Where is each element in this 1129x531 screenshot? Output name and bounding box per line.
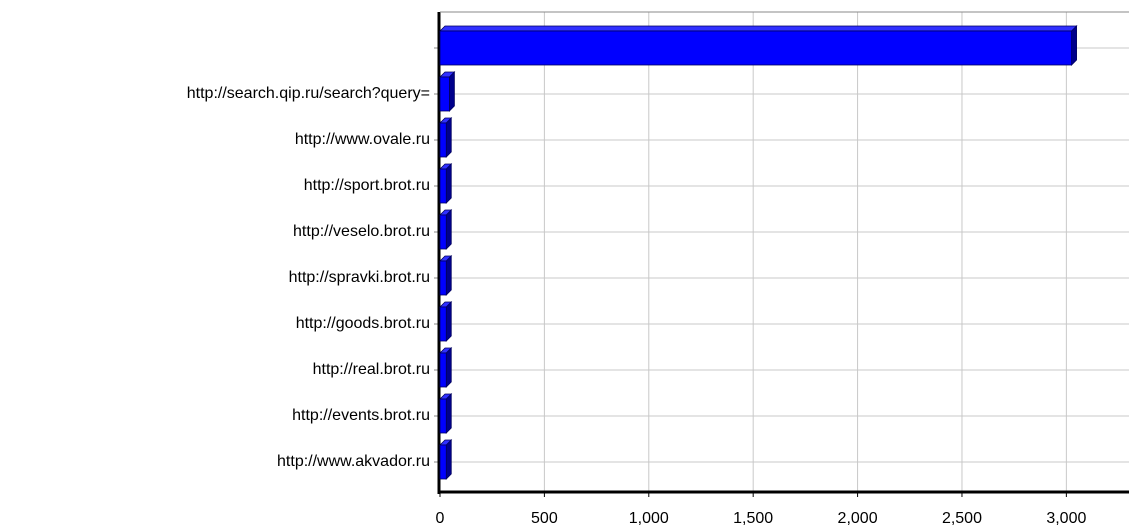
bar-side xyxy=(448,71,455,112)
x-tick-label: 1,000 xyxy=(629,510,669,527)
bar-face xyxy=(439,444,447,480)
bar-face xyxy=(439,352,447,388)
y-tick-label: http://www.akvador.ru xyxy=(277,453,430,470)
bar-face xyxy=(439,260,447,296)
bar-face xyxy=(439,168,447,204)
x-tick-label: 0 xyxy=(436,510,445,527)
bar xyxy=(439,439,453,480)
x-tick-label: 2,500 xyxy=(942,510,982,527)
bar-side xyxy=(445,301,452,342)
x-tick-label: 500 xyxy=(531,510,558,527)
bar xyxy=(439,255,453,296)
y-tick-label: http://goods.brot.ru xyxy=(296,315,430,332)
x-tick-label: 1,500 xyxy=(733,510,773,527)
bar-side xyxy=(1071,25,1077,66)
bar xyxy=(439,347,453,388)
bar-face xyxy=(439,122,447,158)
bar xyxy=(439,301,453,342)
bar xyxy=(439,25,1078,66)
bar xyxy=(439,117,453,158)
bar-side xyxy=(445,209,452,250)
bar-face xyxy=(439,76,450,112)
bar xyxy=(439,393,453,434)
x-tick-label: 3,000 xyxy=(1046,510,1086,527)
y-tick-label: http://sport.brot.ru xyxy=(304,177,430,194)
y-tick-label: http://spravki.brot.ru xyxy=(289,269,430,286)
y-tick-label: http://veselo.brot.ru xyxy=(293,223,430,240)
bar-face xyxy=(439,30,1072,66)
y-tick-label: http://events.brot.ru xyxy=(292,407,430,424)
y-tick-label: http://real.brot.ru xyxy=(313,361,430,378)
bar-side xyxy=(445,347,452,388)
bar-face xyxy=(439,398,447,434)
bar-face xyxy=(439,306,447,342)
bar-side xyxy=(445,255,452,296)
bar-side xyxy=(445,117,452,158)
bar-face xyxy=(439,214,447,250)
bar xyxy=(439,163,453,204)
bar xyxy=(439,209,453,250)
bar-top xyxy=(439,25,1078,32)
bar xyxy=(439,71,456,112)
bar-side xyxy=(445,439,452,480)
y-tick-label: http://search.qip.ru/search?query= xyxy=(187,85,430,102)
bar-side xyxy=(445,163,452,204)
bar-side xyxy=(445,393,452,434)
x-tick-label: 2,000 xyxy=(838,510,878,527)
y-tick-label: http://www.ovale.ru xyxy=(295,131,430,148)
